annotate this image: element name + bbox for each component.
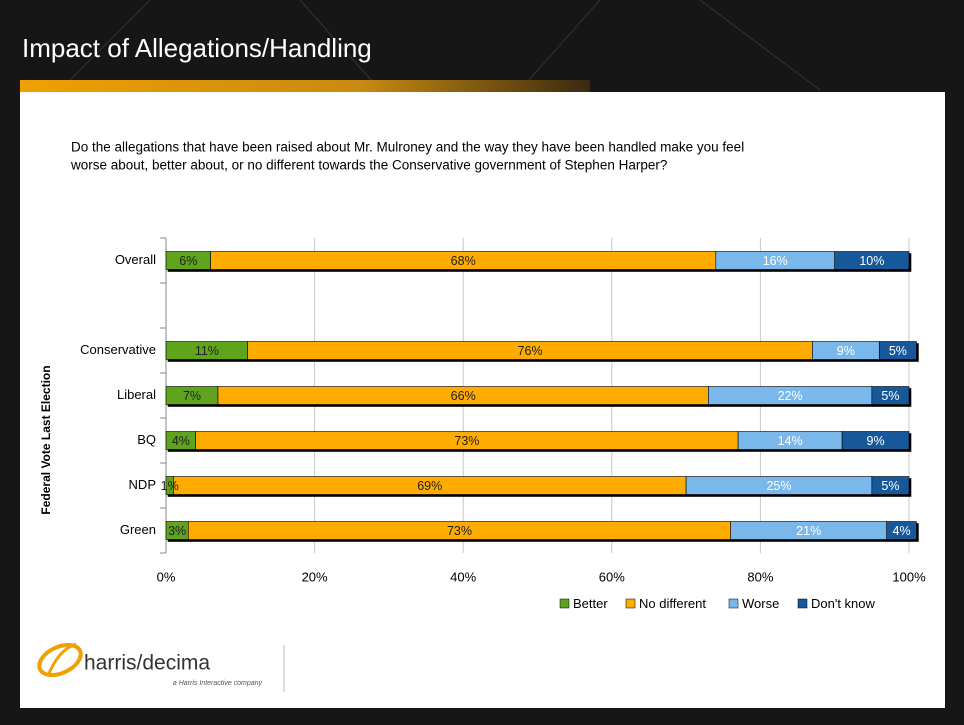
legend-label: Don't know [811,596,876,611]
value-label: 5% [881,479,899,493]
bars [165,251,917,540]
value-label: 76% [518,344,543,358]
y-tick-label: Conservative [80,342,156,357]
legend-label: Worse [742,596,779,611]
legend-swatch [625,598,636,609]
legend-swatch [728,598,739,609]
value-label: 10% [859,254,884,268]
bar-segment [841,431,910,450]
x-tick-label: 40% [450,569,476,584]
legend-swatch [559,598,570,609]
x-tick-label: 80% [747,569,773,584]
subtitle: Do the allegations that have been raised… [71,140,744,155]
title-underline [20,80,590,92]
legend-label: No different [639,596,706,611]
value-label: 66% [451,389,476,403]
value-label: 6% [179,254,197,268]
value-label: 22% [778,389,803,403]
x-tick-label: 0% [157,569,176,584]
x-tick-label: 60% [599,569,625,584]
bar-segment [871,386,910,405]
value-label: 3% [168,524,186,538]
logo-swoosh [46,642,77,677]
value-label: 69% [417,479,442,493]
value-label: 7% [183,389,201,403]
value-label: 11% [195,344,219,358]
y-tick-label: Green [120,522,156,537]
value-label: 4% [172,434,190,448]
y-axis-title: Federal Vote Last Election [39,365,53,514]
bar-segment [871,476,910,495]
y-tick-label: BQ [137,432,156,447]
value-label: 4% [893,524,911,538]
bar-segment [886,521,917,540]
value-label: 5% [881,389,899,403]
legend: Better No different Worse Don't know [559,596,876,611]
logo-tagline: a Harris Interactive company [173,680,263,687]
value-label: 68% [451,254,476,268]
value-label: 5% [889,344,907,358]
bar-segment [878,341,917,360]
slide-title: Impact of Allegations/Handling [22,33,372,63]
y-tick-label: NDP [129,477,156,492]
y-tick-label: Overall [115,252,156,267]
plot: 0% 20% 40% 60% 80% 100% Overall Conservative Lib… [80,237,926,584]
value-label: 14% [778,434,803,448]
value-label: 1% [161,479,179,493]
y-tick-label: Liberal [117,387,156,402]
logo: harris/decima a Harris Interactive compa… [37,642,285,692]
value-label: 73% [447,524,472,538]
value-label: 16% [763,254,788,268]
value-label: 21% [796,524,821,538]
logo-swoosh [37,642,83,678]
subtitle: worse about, better about, or no differe… [70,158,667,173]
value-label: 25% [766,479,791,493]
x-tick-label: 100% [892,569,926,584]
background-lines [59,0,821,91]
bar-segment [834,251,910,270]
value-label: 9% [837,344,855,358]
value-label: 9% [867,434,885,448]
legend-label: Better [573,596,608,611]
x-tick-label: 20% [302,569,328,584]
legend-swatch [797,598,808,609]
logo-brand: harris/decima [84,652,210,675]
value-label: 73% [454,434,479,448]
